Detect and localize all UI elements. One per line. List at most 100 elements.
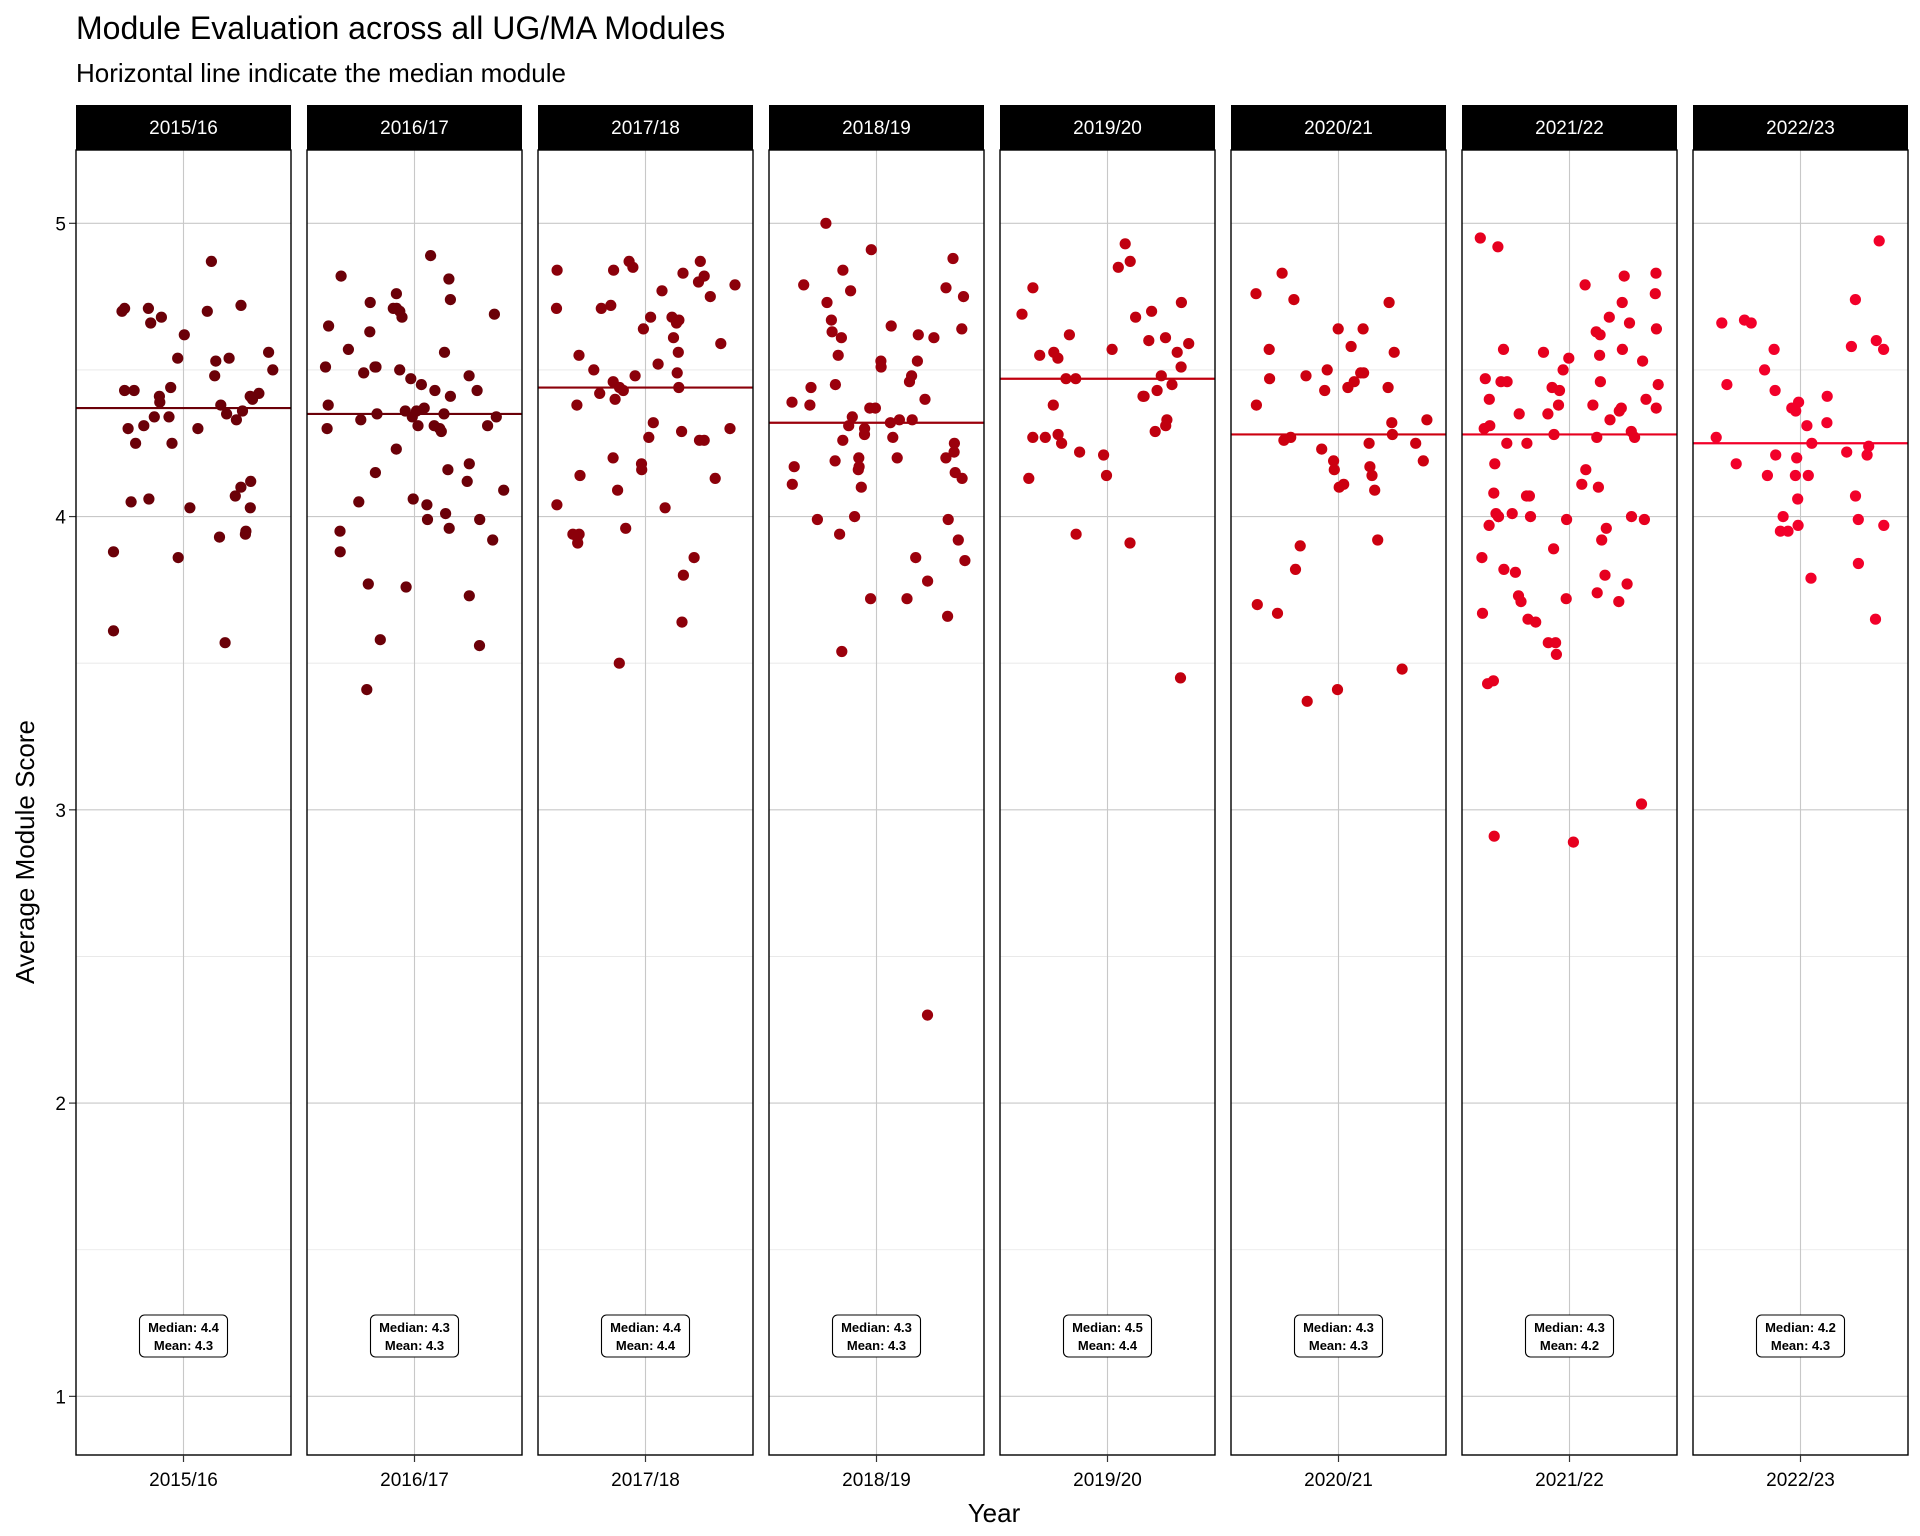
data-point [1557,364,1569,376]
data-point [1016,308,1028,320]
data-point [1174,672,1187,684]
data-point [1143,335,1155,347]
data-point [405,373,417,385]
data-point [948,437,961,449]
data-point [192,423,204,435]
data-point [369,361,381,373]
data-point [335,270,347,282]
data-point [852,464,864,476]
data-point [1530,616,1542,628]
data-point [956,323,968,335]
mean-label: Mean: 4.3 [847,1338,906,1353]
y-axis-title: Average Module Score [10,720,40,984]
data-point [353,496,365,508]
data-point [704,291,716,303]
data-point [550,302,563,314]
data-point [209,370,221,382]
data-point [443,273,455,285]
data-point [1821,390,1833,402]
data-point [154,396,166,408]
data-point [412,420,424,432]
data-point [1509,566,1521,578]
data-point [1294,540,1306,552]
stats-label-box [138,1314,229,1358]
panel-points [107,255,279,649]
data-point [573,349,585,361]
data-point [798,279,810,291]
data-point [948,446,960,458]
data-point [263,346,275,358]
data-point [595,302,607,314]
data-point [1482,678,1494,690]
data-point [1070,528,1082,540]
mean-label: Mean: 4.2 [1540,1338,1599,1353]
data-point [885,320,897,332]
data-point [130,437,142,449]
data-point [1112,261,1124,273]
facet-strip [1000,105,1215,150]
data-point [1124,537,1136,549]
data-point [440,507,452,520]
data-point [364,296,376,309]
stats-label-box [1755,1314,1846,1358]
data-point [855,481,867,493]
facet-panel: 2021/22 Median: 4.3 Mean: 4.2 2021/22 [1461,105,1678,1491]
data-point [244,502,256,514]
data-point [400,581,412,593]
data-point [1146,305,1158,317]
data-point [1869,613,1882,625]
data-point [1498,563,1510,576]
data-point [786,478,798,490]
data-point [627,261,639,273]
data-point [1515,596,1527,608]
median-label: Median: 4.3 [841,1320,912,1335]
data-point [676,425,688,438]
data-point [498,484,510,496]
chart-title: Module Evaluation across all UG/MA Modul… [76,10,725,46]
data-point [805,381,817,394]
median-label: Median: 4.3 [1534,1320,1605,1335]
data-point [1650,323,1662,335]
data-point [221,408,233,420]
data-point [1039,431,1051,443]
data-point [1250,399,1262,411]
data-point [858,428,871,441]
data-point [1063,329,1075,341]
data-point [1841,446,1853,458]
data-point [229,490,241,502]
data-point [834,528,846,540]
data-point [1175,296,1187,309]
data-point [922,575,934,587]
y-tick-label: 1 [55,1387,66,1408]
data-point [835,332,848,344]
data-point [1363,437,1375,449]
data-point [645,311,657,323]
data-point [910,552,922,564]
data-point [1621,578,1633,590]
data-point [1650,267,1662,279]
data-point [1521,437,1533,449]
facet-strip-label: 2016/17 [380,118,449,139]
data-point [1047,399,1059,411]
data-point [1782,525,1794,537]
data-point [1591,587,1603,599]
panel-points [1250,267,1433,707]
median-label: Median: 4.3 [379,1320,450,1335]
panel-points [550,255,741,669]
data-point [1263,343,1275,355]
data-point [1383,296,1395,309]
facet-panel: 2018/19 Median: 4.3 Mean: 4.3 2018/19 [768,105,985,1491]
data-point [921,1009,934,1021]
data-point [1580,464,1592,476]
data-point [1479,373,1491,385]
data-point [1278,434,1290,446]
data-point [235,299,247,311]
data-point [473,640,486,652]
data-point [1821,417,1833,429]
data-point [362,578,374,590]
data-point [959,555,971,567]
data-point [672,346,684,358]
data-point [474,513,486,526]
data-point [1849,294,1861,306]
data-point [1332,323,1344,335]
